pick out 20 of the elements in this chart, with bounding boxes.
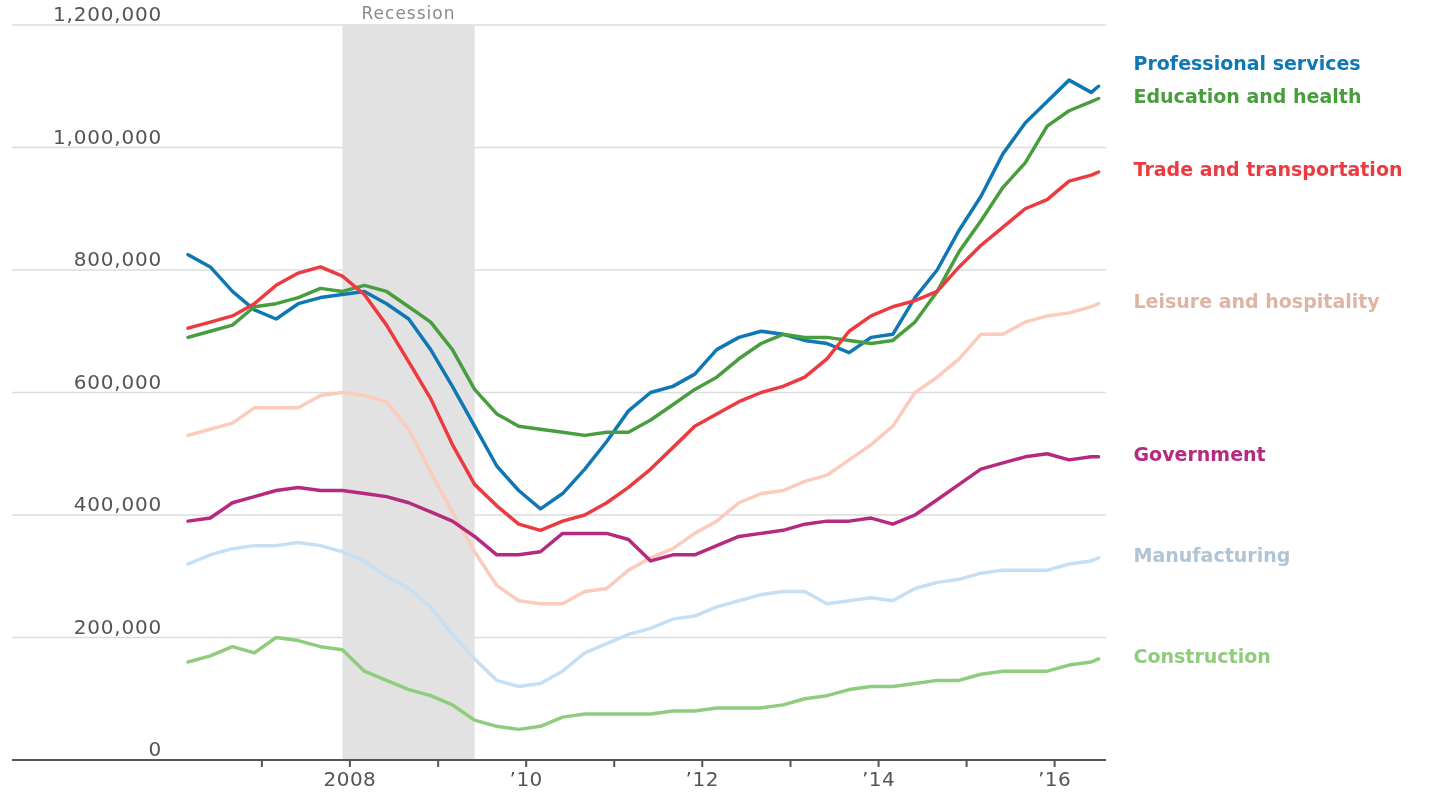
x-tick-label: ’14 [861,767,896,791]
x-tick-label: ’10 [509,767,543,791]
band-label: Recession [361,3,456,23]
y-tick-label: 400,000 [73,492,162,516]
series-label: Professional services [1133,51,1361,74]
x-tick-label: ’16 [1037,767,1072,791]
x-tick-label: 2008 [323,767,377,791]
series-label: Trade and transportation [1133,158,1403,180]
series-label: Manufacturing [1133,543,1291,566]
series-label: Construction [1133,644,1271,667]
y-tick-label: 800,000 [73,247,162,271]
y-tick-label: 1,000,000 [53,124,162,149]
series-label: Education and health [1133,84,1362,107]
series-label: Leisure and hospitality [1133,289,1381,312]
y-tick-label: 600,000 [73,369,162,394]
y-tick-label: 0 [148,737,162,761]
series-label: Government [1133,442,1266,465]
y-tick-label: 1,200,000 [53,2,162,26]
x-tick-label: ’12 [685,767,719,791]
y-tick-label: 200,000 [73,614,162,639]
